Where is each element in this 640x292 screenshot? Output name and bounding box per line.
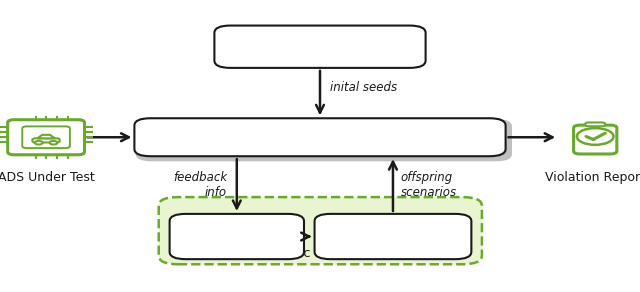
FancyBboxPatch shape	[573, 125, 617, 154]
FancyBboxPatch shape	[33, 138, 60, 142]
Text: offspring
scenarios: offspring scenarios	[401, 171, 457, 199]
Text: Scenarios
Selection: Scenarios Selection	[201, 220, 273, 253]
Text: feedback
info: feedback info	[173, 171, 227, 199]
Text: inital seeds: inital seeds	[330, 81, 397, 94]
Circle shape	[49, 141, 58, 145]
FancyBboxPatch shape	[315, 214, 471, 259]
FancyBboxPatch shape	[170, 214, 304, 259]
Circle shape	[35, 141, 43, 145]
Polygon shape	[37, 135, 55, 138]
Text: ADS Under Test: ADS Under Test	[0, 171, 95, 184]
Text: Genetic Operators: Genetic Operators	[259, 247, 381, 260]
Text: Violation Report: Violation Report	[545, 171, 640, 184]
FancyBboxPatch shape	[22, 126, 70, 148]
FancyBboxPatch shape	[136, 119, 512, 161]
FancyBboxPatch shape	[8, 120, 84, 155]
Text: Execution on Simulation Environment: Execution on Simulation Environment	[182, 130, 458, 145]
FancyBboxPatch shape	[585, 122, 605, 126]
Text: Seed Scenarios Generation: Seed Scenarios Generation	[220, 39, 420, 54]
Text: Scenarios
Crossover & Mutation: Scenarios Crossover & Mutation	[314, 220, 472, 253]
FancyBboxPatch shape	[159, 197, 482, 264]
FancyBboxPatch shape	[214, 26, 426, 68]
FancyBboxPatch shape	[134, 118, 506, 156]
